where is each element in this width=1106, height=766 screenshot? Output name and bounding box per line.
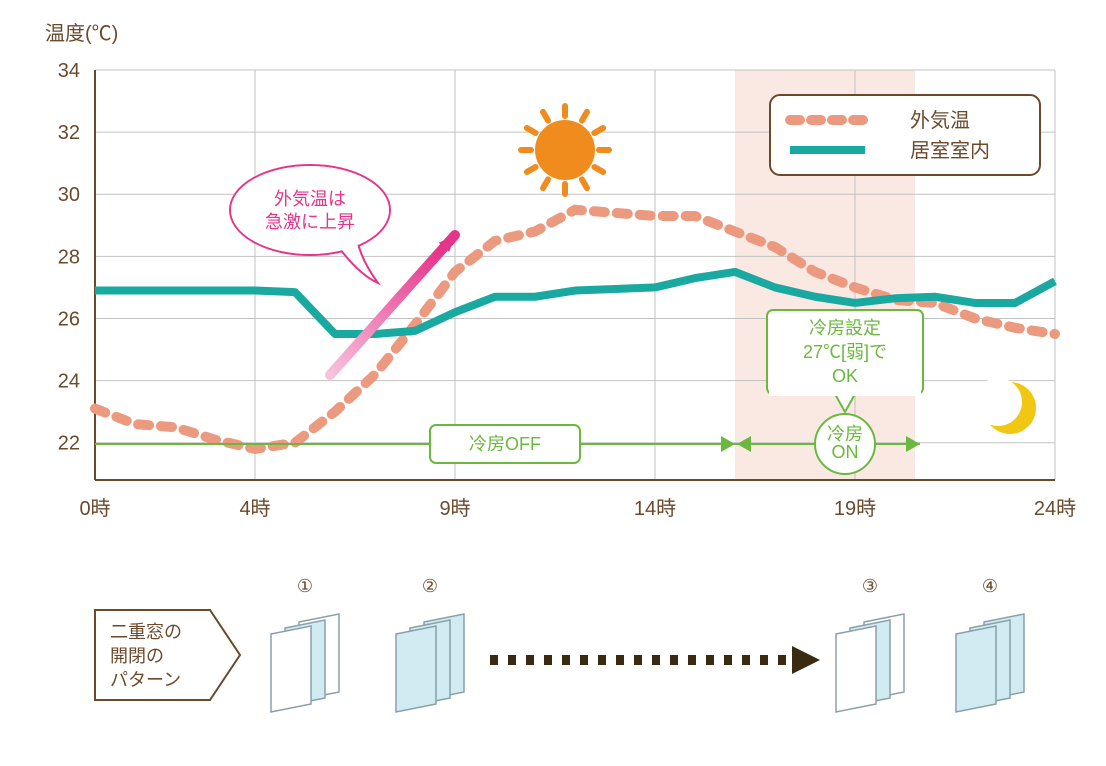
window-icon (836, 614, 904, 712)
pattern-number: ④ (982, 576, 998, 596)
ac-on-label-1: 冷房 (827, 424, 863, 444)
x-tick-label: 14時 (634, 497, 676, 520)
pattern-label-3: パターン (110, 670, 181, 690)
x-tick-label: 9時 (439, 497, 470, 520)
pattern-number: ② (422, 576, 438, 596)
y-tick-label: 32 (58, 122, 80, 144)
y-tick-label: 24 (58, 371, 80, 393)
window-icon (956, 614, 1024, 712)
x-tick-label: 24時 (1034, 497, 1076, 520)
pattern-number: ③ (862, 576, 878, 596)
callout-line2: 急激に上昇 (265, 212, 355, 232)
ac-setting-2: 27℃[弱]で (803, 342, 887, 362)
x-tick-label: 0時 (79, 497, 110, 520)
y-axis-title: 温度(℃) (45, 22, 118, 45)
x-tick-label: 19時 (834, 497, 876, 520)
y-tick-label: 34 (58, 60, 80, 82)
legend-indoor: 居室室内 (910, 139, 990, 162)
ac-off-label: 冷房OFF (469, 434, 541, 454)
temperature-chart: 温度(℃) 22 24 26 28 30 32 34 0時 4時 9時 14時 19時 24時 外気温は急激… (0, 0, 1106, 766)
window-icon (396, 614, 464, 712)
window-icon (271, 614, 339, 712)
legend-box (770, 95, 1040, 175)
callout-line1: 外気温は (274, 189, 346, 209)
y-tick-label: 22 (58, 433, 80, 455)
ac-on-label-2: ON (832, 442, 859, 462)
sun-icon (535, 120, 595, 180)
pattern-label-2: 開閉の (110, 646, 164, 666)
moon-icon (974, 378, 1036, 434)
ac-setting-3: OK (832, 366, 858, 386)
y-tick-label: 28 (58, 246, 80, 268)
pattern-label-1: 二重窓の (110, 622, 182, 642)
x-tick-label: 4時 (239, 497, 270, 520)
legend-outdoor: 外気温 (910, 109, 970, 132)
y-tick-label: 30 (58, 184, 80, 206)
ac-setting-1: 冷房設定 (809, 318, 881, 338)
y-tick-label: 26 (58, 308, 80, 330)
pattern-number: ① (297, 576, 313, 596)
